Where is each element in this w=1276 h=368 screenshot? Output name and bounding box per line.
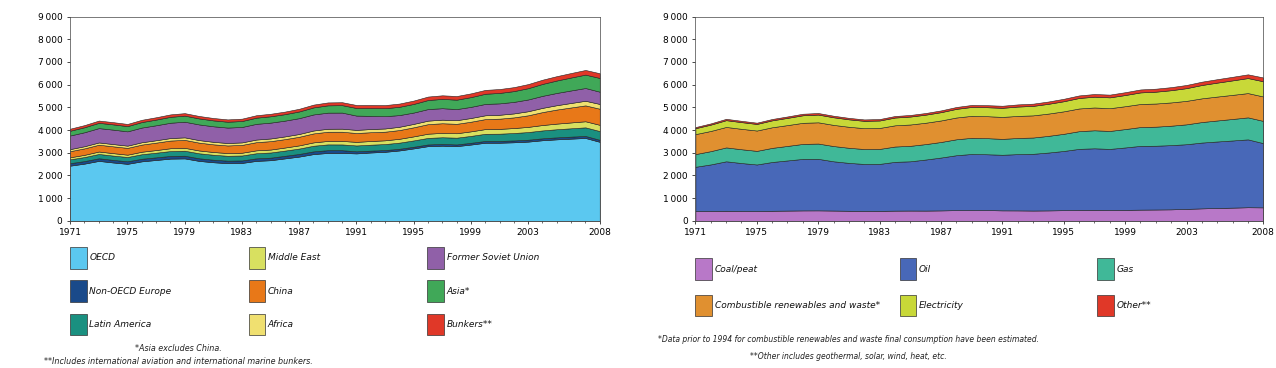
Text: Electricity: Electricity [919, 301, 963, 310]
Text: Combustible renewables and waste*: Combustible renewables and waste* [715, 301, 879, 310]
Text: *Asia excludes China.: *Asia excludes China. [135, 344, 222, 353]
Text: Africa: Africa [268, 320, 293, 329]
Text: Gas: Gas [1116, 265, 1134, 273]
Text: OECD: OECD [89, 254, 115, 262]
Text: Coal/peat: Coal/peat [715, 265, 758, 273]
Text: China: China [268, 287, 293, 296]
Text: Other**: Other** [1116, 301, 1151, 310]
Text: Former Soviet Union: Former Soviet Union [447, 254, 538, 262]
Text: Oil: Oil [919, 265, 931, 273]
Text: Non-OECD Europe: Non-OECD Europe [89, 287, 171, 296]
Text: **Other includes geothermal, solar, wind, heat, etc.: **Other includes geothermal, solar, wind… [750, 352, 947, 361]
Text: Asia*: Asia* [447, 287, 470, 296]
Text: *Data prior to 1994 for combustible renewables and waste final consumption have : *Data prior to 1994 for combustible rene… [658, 335, 1039, 344]
Text: **Includes international aviation and international marine bunkers.: **Includes international aviation and in… [45, 357, 313, 366]
Text: Middle East: Middle East [268, 254, 320, 262]
Text: Latin America: Latin America [89, 320, 152, 329]
Text: Bunkers**: Bunkers** [447, 320, 493, 329]
